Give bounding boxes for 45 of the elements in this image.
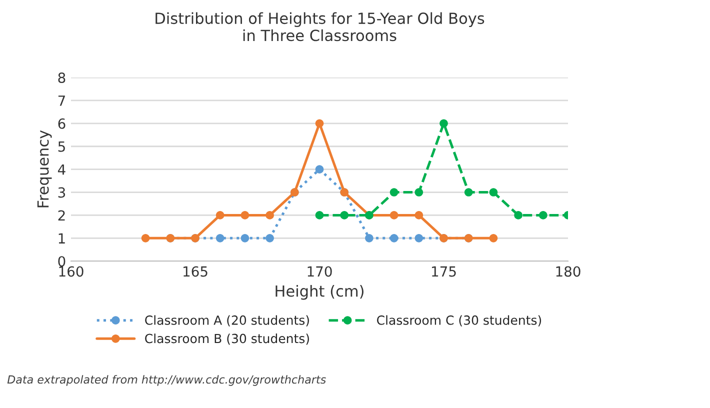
- text: Data extrapolated from http://www.cdc.gov/growthcharts: [7, 375, 326, 386]
- point: [414, 211, 424, 220]
- legend-label: Classroom A (20 students): [145, 315, 309, 326]
- point: [489, 234, 498, 242]
- legend-label: Classroom C (30 students): [377, 315, 542, 326]
- point: [216, 234, 224, 242]
- y-tick-label: 3: [58, 187, 66, 198]
- point: [514, 211, 522, 220]
- y-tick-label: 4: [58, 164, 66, 175]
- point: [315, 119, 324, 128]
- point: [414, 188, 424, 196]
- y-tick-label: 0: [58, 256, 66, 267]
- y-tick-label: 1: [58, 233, 65, 244]
- y-axis-title: Frequency: [37, 130, 52, 208]
- point: [240, 211, 250, 220]
- point: [440, 119, 448, 128]
- x-tick-label: 170: [308, 266, 332, 277]
- point: [315, 165, 324, 174]
- point: [365, 234, 374, 242]
- point: [315, 211, 324, 220]
- y-tick-label: 7: [58, 96, 65, 106]
- legend-label: Classroom B (30 students): [145, 334, 309, 345]
- point: [538, 211, 548, 220]
- y-tick-label: 8: [58, 72, 66, 83]
- point: [266, 234, 274, 242]
- point: [414, 234, 424, 242]
- x-axis-title: Height (cm): [276, 284, 364, 300]
- y-tick-label: 5: [58, 142, 65, 152]
- point: [240, 234, 250, 242]
- x-tick-label: 180: [556, 266, 580, 277]
- point: [489, 188, 498, 196]
- x-tick-label: 165: [184, 266, 208, 277]
- point: [390, 188, 398, 196]
- point: [390, 211, 398, 220]
- point: [266, 211, 274, 220]
- y-tick-label: 6: [58, 118, 66, 129]
- point: [216, 211, 224, 220]
- x-tick-label: 175: [432, 266, 456, 277]
- point: [141, 234, 150, 242]
- y-tick-label: 2: [58, 210, 65, 220]
- point: [340, 211, 349, 220]
- point: [390, 234, 398, 242]
- chart-title: Distribution of Heights for 15-Year Old Boys in Three Classrooms: [156, 12, 484, 42]
- point: [464, 188, 473, 196]
- x-tick-label: 160: [59, 266, 84, 277]
